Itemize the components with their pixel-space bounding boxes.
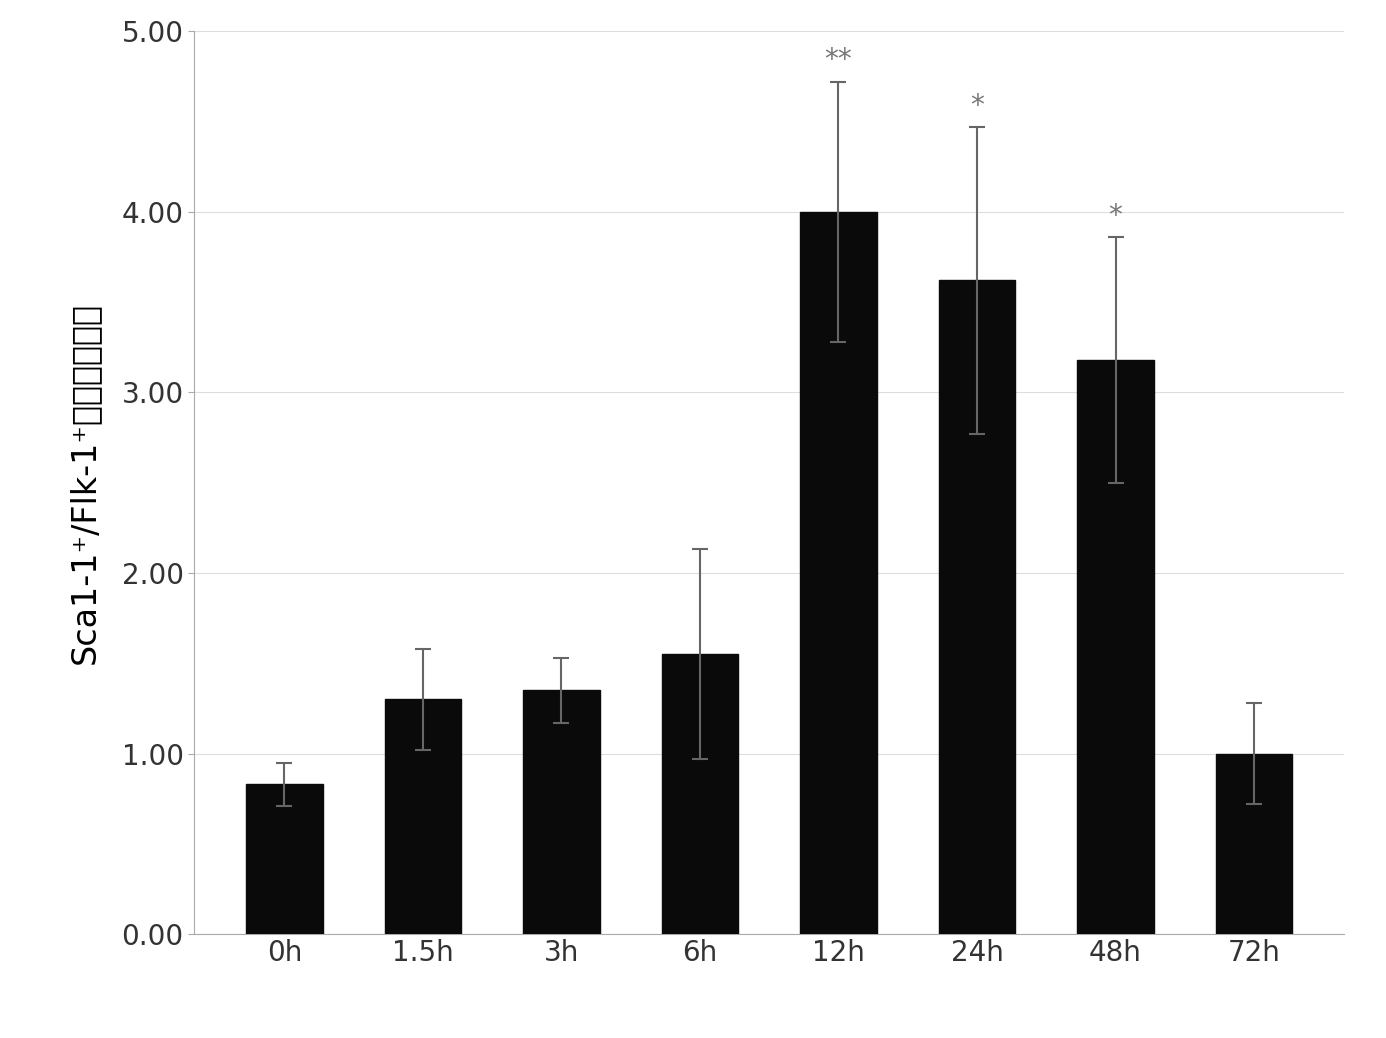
Text: *: * — [1109, 201, 1123, 229]
Bar — [524, 690, 600, 934]
Bar — [247, 785, 323, 934]
Y-axis label: Sca1-1⁺/Flk-1⁺细胞的百分数: Sca1-1⁺/Flk-1⁺细胞的百分数 — [68, 302, 101, 663]
Bar — [663, 654, 739, 934]
Bar — [1216, 754, 1292, 934]
Text: **: ** — [825, 47, 852, 75]
Bar — [800, 212, 876, 934]
Bar — [385, 700, 462, 934]
Bar — [1077, 360, 1153, 934]
Text: *: * — [970, 91, 984, 119]
Bar — [938, 280, 1015, 934]
